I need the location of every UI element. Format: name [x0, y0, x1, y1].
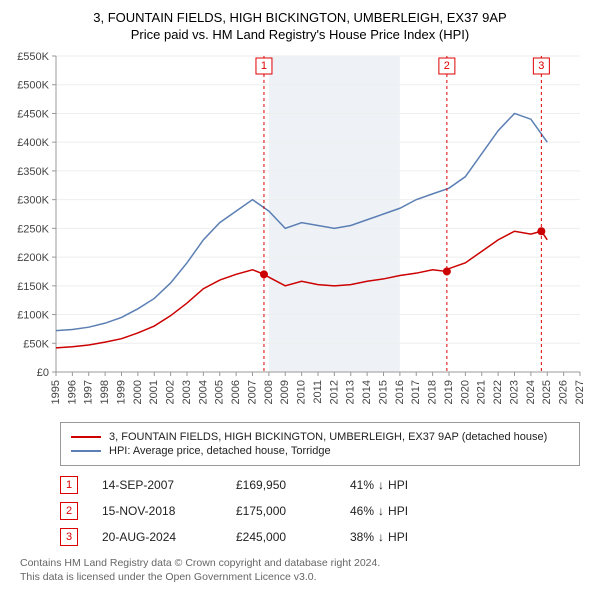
- svg-text:2001: 2001: [148, 380, 160, 404]
- arrow-down-icon: ↓: [378, 504, 384, 518]
- svg-text:2009: 2009: [279, 380, 291, 404]
- svg-text:3: 3: [538, 60, 544, 72]
- sale-price: £169,950: [236, 478, 326, 492]
- svg-text:1999: 1999: [115, 380, 127, 404]
- svg-text:2004: 2004: [197, 380, 209, 404]
- svg-text:2008: 2008: [263, 380, 275, 404]
- svg-text:1997: 1997: [83, 380, 95, 404]
- svg-text:£400K: £400K: [17, 137, 49, 149]
- sale-row: 1 14-SEP-2007 £169,950 41% ↓ HPI: [60, 476, 580, 494]
- svg-text:2015: 2015: [377, 380, 389, 404]
- svg-text:2022: 2022: [492, 380, 504, 404]
- sale-marker-box: 2: [60, 502, 78, 520]
- sales-table: 1 14-SEP-2007 £169,950 41% ↓ HPI 2 15-NO…: [60, 476, 580, 546]
- svg-text:2026: 2026: [558, 380, 570, 404]
- svg-text:2020: 2020: [459, 380, 471, 404]
- legend-swatch: [71, 450, 101, 452]
- chart: £0 £50K £100K £150K £200K £250K £300K £350K £400…: [0, 46, 600, 416]
- svg-text:2021: 2021: [476, 380, 488, 404]
- sale-delta: 41% ↓ HPI: [350, 478, 408, 492]
- svg-text:£550K: £550K: [17, 51, 49, 63]
- svg-text:2027: 2027: [574, 380, 586, 404]
- svg-text:2024: 2024: [525, 380, 537, 404]
- svg-text:£100K: £100K: [17, 310, 49, 322]
- svg-text:2006: 2006: [230, 380, 242, 404]
- svg-text:£150K: £150K: [17, 281, 49, 293]
- svg-text:2025: 2025: [541, 380, 553, 404]
- svg-text:2000: 2000: [132, 380, 144, 404]
- legend: 3, FOUNTAIN FIELDS, HIGH BICKINGTON, UMB…: [60, 422, 580, 466]
- svg-text:2003: 2003: [181, 380, 193, 404]
- svg-text:£50K: £50K: [23, 338, 49, 350]
- sale-delta: 46% ↓ HPI: [350, 504, 408, 518]
- svg-text:2005: 2005: [214, 380, 226, 404]
- svg-text:£450K: £450K: [17, 108, 49, 120]
- attribution: Contains HM Land Registry data © Crown c…: [20, 556, 580, 584]
- chart-title-2: Price paid vs. HM Land Registry's House …: [10, 27, 590, 42]
- legend-label: HPI: Average price, detached house, Torr…: [109, 445, 331, 457]
- svg-text:2010: 2010: [296, 380, 308, 404]
- footer-line-1: Contains HM Land Registry data © Crown c…: [20, 556, 580, 570]
- svg-text:2: 2: [444, 60, 450, 72]
- svg-text:2011: 2011: [312, 380, 324, 404]
- sale-marker-box: 1: [60, 476, 78, 494]
- legend-label: 3, FOUNTAIN FIELDS, HIGH BICKINGTON, UMB…: [109, 431, 547, 443]
- legend-item: 3, FOUNTAIN FIELDS, HIGH BICKINGTON, UMB…: [71, 431, 569, 443]
- svg-text:£200K: £200K: [17, 252, 49, 264]
- sale-date: 20-AUG-2024: [102, 530, 212, 544]
- svg-text:£500K: £500K: [17, 80, 49, 92]
- svg-text:1995: 1995: [50, 380, 62, 404]
- arrow-down-icon: ↓: [378, 478, 384, 492]
- arrow-down-icon: ↓: [378, 530, 384, 544]
- sale-delta: 38% ↓ HPI: [350, 530, 408, 544]
- svg-text:2014: 2014: [361, 380, 373, 404]
- svg-text:2007: 2007: [246, 380, 258, 404]
- svg-text:2017: 2017: [410, 380, 422, 404]
- svg-text:£300K: £300K: [17, 195, 49, 207]
- svg-text:2002: 2002: [165, 380, 177, 404]
- sale-row: 3 20-AUG-2024 £245,000 38% ↓ HPI: [60, 528, 580, 546]
- legend-swatch: [71, 436, 101, 438]
- sale-row: 2 15-NOV-2018 £175,000 46% ↓ HPI: [60, 502, 580, 520]
- svg-text:2023: 2023: [508, 380, 520, 404]
- sale-price: £245,000: [236, 530, 326, 544]
- sale-date: 14-SEP-2007: [102, 478, 212, 492]
- svg-text:£250K: £250K: [17, 223, 49, 235]
- svg-text:2012: 2012: [328, 380, 340, 404]
- legend-item: HPI: Average price, detached house, Torr…: [71, 445, 569, 457]
- footer-line-2: This data is licensed under the Open Gov…: [20, 570, 580, 584]
- svg-text:1996: 1996: [66, 380, 78, 404]
- svg-text:£350K: £350K: [17, 166, 49, 178]
- sale-marker-box: 3: [60, 528, 78, 546]
- svg-text:2018: 2018: [427, 380, 439, 404]
- chart-title-1: 3, FOUNTAIN FIELDS, HIGH BICKINGTON, UMB…: [10, 10, 590, 25]
- sale-date: 15-NOV-2018: [102, 504, 212, 518]
- svg-text:2013: 2013: [345, 380, 357, 404]
- svg-text:2019: 2019: [443, 380, 455, 404]
- svg-text:2016: 2016: [394, 380, 406, 404]
- sale-price: £175,000: [236, 504, 326, 518]
- svg-text:1: 1: [261, 60, 267, 72]
- svg-text:£0: £0: [37, 367, 49, 379]
- svg-text:1998: 1998: [99, 380, 111, 404]
